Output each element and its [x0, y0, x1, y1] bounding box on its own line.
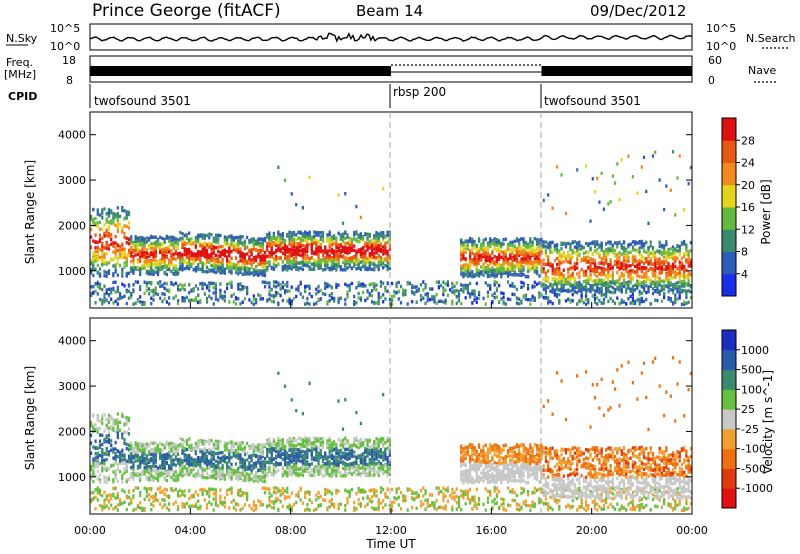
time-x-axis: 00:00 04:00 08:00 12:00 16:00 20:00 00:00: [74, 302, 708, 537]
colorbar-tick-2: 100: [741, 383, 762, 396]
colorbar-tick-3: 25: [741, 403, 755, 416]
cpid-segment-1: twofsound 3501: [94, 94, 191, 108]
station-title: Prince George (fitACF): [92, 1, 281, 21]
power-y-axis: 1000 2000 3000 4000: [58, 129, 692, 278]
x-tick-label-2: 08:00: [275, 524, 307, 537]
x-tick-label-5: 20:00: [576, 524, 608, 537]
nave-label: Nave: [748, 64, 776, 77]
cpid-label: CPID: [8, 90, 37, 103]
power-colorbar-label: Power [dB]: [759, 179, 773, 244]
colorbar-tick-3: 16: [741, 201, 755, 214]
colorbar-tick-4: 20: [741, 179, 755, 192]
velocity-heatmap-cells: [90, 356, 692, 513]
y-tick-label-1: 2000: [58, 425, 86, 438]
power-colorbar: 4 8 12 16 20 24 28: [721, 117, 755, 297]
cpid-segment-3: twofsound 3501: [544, 94, 641, 108]
freq-unit-label: [MHz]: [4, 68, 36, 81]
velocity-colorbar-label: Velocity [m s^-1]: [761, 370, 775, 474]
y-tick-label-0: 1000: [58, 265, 86, 278]
colorbar-tick-6: 28: [741, 134, 755, 147]
x-tick-label-0: 00:00: [74, 524, 106, 537]
cpid-segment-2: rbsp 200: [393, 85, 446, 99]
colorbar-tick-1: 500: [741, 364, 762, 377]
nsky-tick-high-left: 10^5: [50, 22, 80, 35]
velocity-y-axis: 1000 2000 3000 4000: [58, 335, 692, 484]
y-tick-label-0: 1000: [58, 471, 86, 484]
freq-label: Freq.: [6, 56, 33, 69]
beam-title: Beam 14: [356, 2, 423, 20]
y-tick-label-2: 3000: [58, 380, 86, 393]
colorbar-tick-5: -100: [741, 443, 766, 456]
freq-tick-high: 18: [62, 54, 76, 67]
x-axis-label: Time UT: [365, 537, 416, 551]
nsky-tick-low-right: 10^0: [706, 40, 736, 53]
date-title: 09/Dec/2012: [590, 2, 686, 20]
nsky-tick-high-right: 10^5: [706, 22, 736, 35]
y-tick-label-2: 3000: [58, 174, 86, 187]
x-tick-label-4: 16:00: [475, 524, 507, 537]
colorbar-tick-0: 1000: [741, 344, 769, 357]
nave-tick-high: 60: [708, 54, 722, 67]
colorbar-tick-1: 8: [741, 246, 748, 259]
power-ylabel: Slant Range [km]: [23, 160, 37, 264]
freq-bars: [90, 64, 692, 76]
x-tick-label-6: 00:00: [676, 524, 708, 537]
y-tick-label-3: 4000: [58, 129, 86, 142]
colorbar-tick-5: 24: [741, 157, 755, 170]
nsearch-label: N.Search: [746, 32, 796, 45]
nsky-label: N.Sky: [6, 32, 38, 45]
colorbar-tick-6: -500: [741, 462, 766, 475]
velocity-ylabel: Slant Range [km]: [23, 366, 37, 470]
x-tick-label-3: 12:00: [375, 524, 407, 537]
freq-tick-low: 8: [66, 74, 73, 87]
velocity-colorbar: 1000 500 100 25 -25 -100 -500 -1000: [721, 329, 773, 509]
colorbar-tick-4: -25: [741, 423, 759, 436]
nave-tick-low: 0: [708, 74, 715, 87]
colorbar-tick-7: -1000: [741, 482, 773, 495]
nsky-series: [89, 32, 693, 43]
power-heatmap-cells: [90, 150, 692, 307]
nsky-tick-low-left: 10^0: [50, 40, 80, 53]
colorbar-tick-2: 12: [741, 223, 755, 236]
y-tick-label-1: 2000: [58, 219, 86, 232]
colorbar-tick-0: 4: [741, 268, 748, 281]
x-tick-label-1: 04:00: [174, 524, 206, 537]
nsky-panel: [89, 23, 693, 51]
y-tick-label-3: 4000: [58, 335, 86, 348]
